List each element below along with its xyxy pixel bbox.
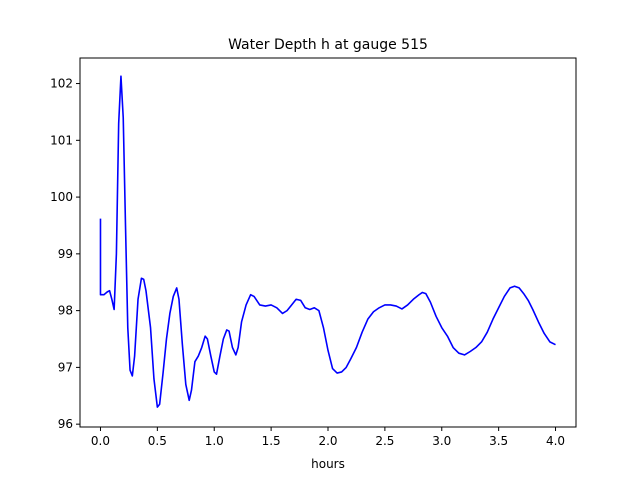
y-tick-label: 97 — [58, 360, 73, 374]
x-tick-label: 3.5 — [489, 434, 508, 448]
x-tick-label: 1.5 — [262, 434, 281, 448]
x-tick-label: 2.0 — [318, 434, 337, 448]
y-tick-label: 99 — [58, 247, 73, 261]
x-tick-label: 4.0 — [546, 434, 565, 448]
x-axis-label: hours — [311, 457, 345, 471]
y-tick-label: 101 — [50, 133, 73, 147]
x-tick-label: 3.0 — [432, 434, 451, 448]
x-tick-label: 0.5 — [148, 434, 167, 448]
x-tick-label: 0.0 — [91, 434, 110, 448]
x-tick-label: 2.5 — [375, 434, 394, 448]
y-tick-label: 96 — [58, 417, 73, 431]
x-tick-label: 1.0 — [205, 434, 224, 448]
y-tick-label: 100 — [50, 190, 73, 204]
chart-title: Water Depth h at gauge 515 — [228, 37, 428, 53]
y-tick-label: 102 — [50, 77, 73, 91]
y-tick-label: 98 — [58, 304, 73, 318]
